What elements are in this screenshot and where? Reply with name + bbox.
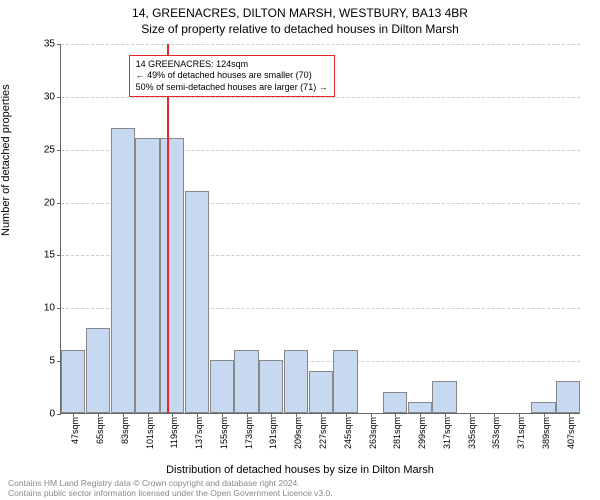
ytick-label: 5 [49,356,55,367]
xtick-label: 299sqm [417,417,427,449]
marker-line [167,44,169,413]
ytick-label: 35 [44,39,55,50]
annotation-line3: 50% of semi-detached houses are larger (… [136,82,328,93]
histogram-bar [432,381,456,413]
histogram-bar [309,371,333,413]
xtick-label: 407sqm [566,417,576,449]
xtick-label: 317sqm [442,417,452,449]
xtick-label: 389sqm [541,417,551,449]
xtick-label: 209sqm [293,417,303,449]
footer-attribution: Contains HM Land Registry data © Crown c… [8,479,592,498]
gridline [61,97,580,98]
x-axis-label: Distribution of detached houses by size … [0,464,600,476]
ytick-mark [57,150,61,151]
ytick-mark [57,308,61,309]
histogram-bar [259,360,283,413]
xtick-label: 353sqm [491,417,501,449]
histogram-bar [383,392,407,413]
ytick-mark [57,255,61,256]
histogram-bar [531,402,555,413]
chart-title-line2: Size of property relative to detached ho… [0,22,600,36]
gridline [61,44,580,45]
ytick-label: 20 [44,197,55,208]
ytick-mark [57,203,61,204]
xtick-label: 191sqm [268,417,278,449]
histogram-bar [160,138,184,413]
plot-area: 0510152025303547sqm65sqm83sqm101sqm119sq… [60,44,580,414]
y-axis-label: Number of detached properties [0,84,12,236]
histogram-bar [333,350,357,413]
xtick-label: 281sqm [392,417,402,449]
xtick-label: 173sqm [244,417,254,449]
xtick-label: 227sqm [318,417,328,449]
ytick-mark [57,414,61,415]
xtick-label: 47sqm [70,417,80,444]
histogram-bar [135,138,159,413]
xtick-label: 155sqm [219,417,229,449]
xtick-label: 245sqm [343,417,353,449]
histogram-bar [556,381,580,413]
ytick-label: 0 [49,409,55,420]
histogram-bar [210,360,234,413]
ytick-label: 10 [44,303,55,314]
ytick-label: 15 [44,250,55,261]
xtick-label: 101sqm [145,417,155,449]
histogram-bar [234,350,258,413]
ytick-mark [57,44,61,45]
footer-line2: Contains public sector information licen… [8,488,333,498]
histogram-bar [86,328,110,413]
annotation-box: 14 GREENACRES: 124sqm← 49% of detached h… [129,55,335,97]
histogram-bar [185,191,209,413]
xtick-label: 263sqm [368,417,378,449]
xtick-label: 371sqm [516,417,526,449]
ytick-mark [57,97,61,98]
xtick-label: 335sqm [467,417,477,449]
ytick-label: 30 [44,91,55,102]
xtick-label: 83sqm [120,417,130,444]
histogram-bar [408,402,432,413]
histogram-bar [61,350,85,413]
ytick-label: 25 [44,144,55,155]
xtick-label: 119sqm [169,417,179,448]
histogram-bar [284,350,308,413]
xtick-label: 65sqm [95,417,105,444]
chart-title-line1: 14, GREENACRES, DILTON MARSH, WESTBURY, … [0,6,600,20]
annotation-line1: 14 GREENACRES: 124sqm [136,59,328,70]
xtick-label: 137sqm [194,417,204,449]
annotation-line2: ← 49% of detached houses are smaller (70… [136,70,328,81]
histogram-bar [111,128,135,413]
